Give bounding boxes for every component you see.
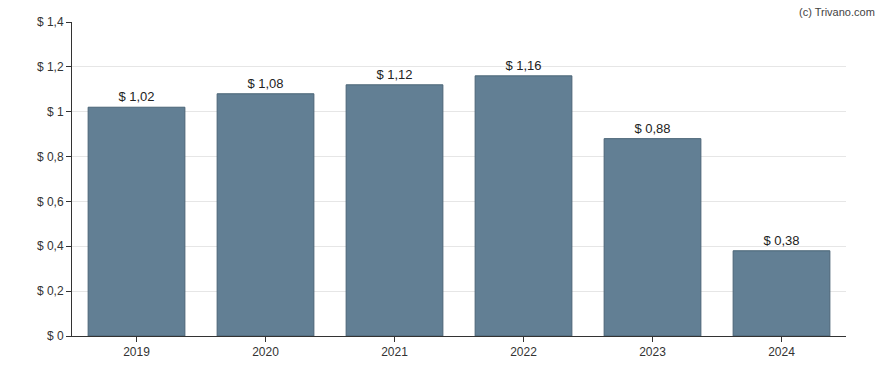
svg-text:$ 1,16: $ 1,16 bbox=[505, 58, 541, 73]
svg-text:$ 1,12: $ 1,12 bbox=[376, 67, 412, 82]
svg-text:2019: 2019 bbox=[123, 345, 150, 359]
svg-text:(c) Trivano.com: (c) Trivano.com bbox=[799, 6, 875, 18]
svg-text:$ 1,02: $ 1,02 bbox=[118, 89, 154, 104]
svg-text:$ 1: $ 1 bbox=[47, 105, 64, 119]
svg-text:$ 0: $ 0 bbox=[47, 329, 64, 343]
svg-text:2023: 2023 bbox=[639, 345, 666, 359]
svg-text:$ 0,2: $ 0,2 bbox=[37, 284, 64, 298]
svg-text:$ 0,4: $ 0,4 bbox=[37, 239, 64, 253]
svg-text:2022: 2022 bbox=[510, 345, 537, 359]
svg-text:2020: 2020 bbox=[252, 345, 279, 359]
svg-text:$ 1,4: $ 1,4 bbox=[37, 15, 64, 29]
svg-text:2021: 2021 bbox=[381, 345, 408, 359]
svg-text:$ 0,38: $ 0,38 bbox=[763, 233, 799, 248]
svg-text:$ 0,6: $ 0,6 bbox=[37, 195, 64, 209]
svg-text:$ 1,08: $ 1,08 bbox=[247, 76, 283, 91]
svg-text:$ 0,8: $ 0,8 bbox=[37, 150, 64, 164]
svg-text:$ 0,88: $ 0,88 bbox=[634, 121, 670, 136]
svg-text:$ 1,2: $ 1,2 bbox=[37, 60, 64, 74]
svg-text:2024: 2024 bbox=[768, 345, 795, 359]
